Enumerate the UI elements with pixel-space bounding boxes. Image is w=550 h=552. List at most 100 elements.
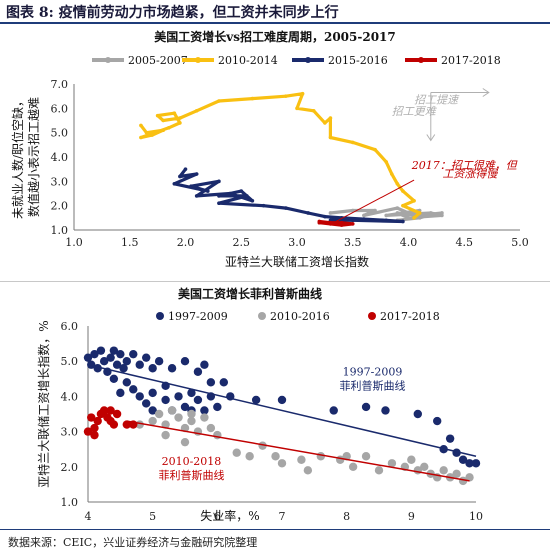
chart1-point [228, 191, 232, 196]
title-rule [0, 22, 550, 24]
chart2-x-tick: 9 [408, 510, 415, 523]
chart1-point [161, 128, 165, 133]
chart1-point [373, 147, 377, 152]
chart1-y-tick: 1.0 [51, 224, 69, 237]
chart2-legend-label: 2010-2016 [270, 310, 330, 323]
chart1-point [395, 211, 400, 215]
chart1-point [389, 172, 394, 176]
chart1-x-tick: 2.5 [233, 236, 251, 249]
chart1-x-tick: 1.0 [65, 236, 83, 249]
figure-title: 图表 8: 疫情前劳动力市场趋紧，但工资并未同步上行 [6, 5, 339, 21]
chart2-point [93, 416, 102, 426]
chart1-point [373, 208, 377, 213]
chart2-point [109, 374, 119, 383]
chart2-point [381, 406, 390, 415]
chart2-point [471, 459, 481, 468]
chart1-legend-marker [305, 57, 311, 63]
chart1-point [401, 219, 405, 224]
chart2-point [99, 357, 109, 366]
chart2-y-tick: 1.0 [61, 496, 79, 509]
chart2-point [348, 462, 358, 471]
chart2-point [161, 395, 170, 405]
chart2-point [206, 378, 216, 387]
chart1-point [144, 130, 149, 135]
chart1-point [406, 211, 411, 215]
chart1-annotation: 工资涨得慢 [442, 168, 498, 181]
chart1-point [183, 167, 188, 171]
chart2-point [135, 360, 144, 369]
chart2-point [465, 459, 474, 468]
chart2-point [154, 357, 164, 366]
chart1-point [250, 199, 255, 203]
chart2-title: 美国工资增长菲利普斯曲线 [178, 286, 322, 301]
chart2-point [413, 409, 422, 419]
chart2-y-tick: 3.0 [61, 426, 79, 439]
chart1-y-label-2: 数值越小表示招工越难 [26, 97, 41, 217]
chart1-point [217, 201, 221, 206]
chart1-point [401, 203, 405, 208]
chart1-point [384, 213, 389, 218]
chart1-point [284, 94, 288, 98]
chart1-y-tick: 3.0 [51, 175, 69, 188]
chart1-y-label: 未就业人数/职位空缺， [10, 95, 25, 219]
chart1-point [328, 116, 333, 120]
chart2-point [361, 452, 371, 461]
chart2-point [277, 459, 287, 468]
chart1-arrowhead-down [426, 134, 436, 142]
chart2-point [148, 364, 157, 373]
chart2-point [135, 392, 144, 401]
chart1-point [384, 218, 389, 223]
chart2-point [122, 357, 131, 366]
chart1-y-tick: 4.0 [51, 151, 69, 164]
chart2-point [187, 416, 196, 426]
chart1-annotation-pointer [335, 179, 415, 222]
chart1-point [311, 108, 316, 113]
chart1-legend-label: 2017-2018 [441, 54, 501, 67]
chart1-point [139, 123, 143, 128]
chart2-point [245, 452, 254, 461]
chart2-y-tick: 2.0 [61, 461, 79, 474]
chart2-point [87, 413, 96, 422]
chart2-point [297, 455, 306, 464]
chart2-point [445, 434, 455, 443]
chart2-point [361, 402, 371, 412]
chart1-point [172, 181, 177, 186]
chart1-point [417, 211, 422, 215]
chart1-point [189, 184, 193, 188]
chart2-point [387, 459, 397, 468]
chart2-legend-marker [156, 312, 164, 320]
chart1-y-tick: 6.0 [51, 102, 69, 115]
chart1-x-tick: 5.0 [511, 236, 529, 249]
chart2-point [303, 466, 313, 475]
chart1-legend-label: 2010-2014 [218, 54, 278, 67]
chart2-point [161, 420, 170, 429]
chart2-point [96, 346, 106, 355]
chart1-legend-label: 2005-2007 [128, 54, 188, 67]
chart2-point [142, 353, 151, 362]
chart1-point [429, 211, 433, 215]
chart2-legend-label: 1997-2009 [168, 310, 228, 323]
chart2-x-tick: 4 [85, 510, 92, 523]
panel-divider [0, 281, 550, 282]
chart1-point [317, 220, 322, 225]
chart2-point [374, 466, 384, 475]
chart1-point [350, 222, 355, 226]
chart1-point [239, 189, 244, 193]
chart2-point [200, 406, 209, 415]
chart2-point [106, 416, 115, 426]
chart2-annotation: 菲利普斯曲线 [158, 468, 224, 482]
chart2-point [99, 406, 109, 415]
chart2-point [161, 430, 170, 440]
chart2-point [90, 430, 99, 440]
chart1-point [350, 140, 355, 145]
chart1-point [166, 126, 171, 130]
chart1-point [412, 199, 416, 203]
chart1-point [284, 206, 288, 210]
chart2-point [439, 466, 448, 475]
chart1-point [178, 116, 182, 120]
chart1-point [261, 203, 266, 208]
chart1-point [395, 206, 400, 210]
chart1-point [194, 194, 199, 198]
chart1-point [412, 216, 416, 220]
chart2-trendline [126, 420, 470, 482]
